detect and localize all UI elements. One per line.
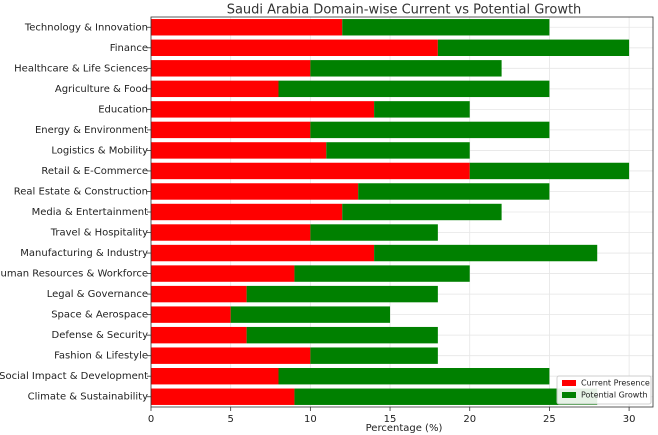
bar	[437, 39, 630, 56]
bar	[326, 142, 470, 159]
y-tick-label: Real Estate & Construction	[14, 186, 148, 197]
bar	[310, 121, 550, 139]
y-tick-label: Space & Aerospace	[51, 310, 148, 321]
bar	[151, 265, 295, 282]
bar	[151, 39, 438, 56]
bar	[151, 244, 375, 262]
bar	[310, 347, 438, 364]
x-tick-label: 10	[304, 414, 317, 425]
bar	[151, 19, 343, 36]
y-tick-label: Legal & Governance	[47, 289, 148, 300]
bar	[246, 285, 438, 303]
bar	[342, 19, 550, 36]
bar	[151, 101, 375, 118]
y-tick-label: Healthcare & Life Sciences	[14, 63, 148, 74]
x-tick-label: 30	[623, 414, 636, 425]
bar	[151, 162, 470, 180]
y-tick-label: Human Resources & Workforce	[0, 269, 148, 280]
y-tick-label: Energy & Environment	[35, 125, 148, 136]
bar	[151, 285, 247, 303]
bar	[151, 388, 295, 405]
y-tick-label: Agriculture & Food	[55, 84, 148, 95]
legend-swatch	[562, 380, 576, 386]
legend-box	[556, 375, 652, 405]
bar	[151, 347, 311, 364]
x-tick-label: 20	[463, 414, 476, 425]
y-tick-label: Defense & Security	[52, 330, 149, 341]
bar	[230, 306, 391, 323]
bar	[246, 326, 438, 344]
bar	[151, 203, 343, 221]
y-tick-label: Media & Entertainment	[32, 207, 148, 218]
y-tick-label: Retail & E-Commerce	[41, 166, 148, 177]
y-tick-label: Travel & Hospitality	[50, 228, 148, 239]
bar	[278, 368, 550, 385]
bar	[151, 121, 311, 139]
bar	[278, 80, 550, 98]
bar	[374, 101, 470, 118]
legend-label: Current Presence	[581, 379, 650, 388]
y-tick-label: Technology & Innovation	[24, 22, 148, 33]
y-tick-label: Logistics & Mobility	[51, 145, 148, 156]
legend-swatch	[562, 392, 576, 398]
bar	[151, 183, 359, 200]
chart-title: Saudi Arabia Domain-wise Current vs Pote…	[227, 3, 582, 18]
bar	[151, 60, 311, 77]
bar	[310, 224, 438, 241]
x-axis-label: Percentage (%)	[366, 423, 443, 434]
plot-frame	[150, 16, 654, 408]
bar	[294, 265, 470, 282]
x-tick-label: 15	[384, 414, 397, 425]
bar	[151, 224, 311, 241]
bar	[374, 244, 598, 262]
y-tick-label: Social Impact & Development	[0, 371, 148, 382]
y-tick-label: Education	[98, 104, 148, 115]
x-tick-label: 5	[227, 414, 233, 425]
bar	[151, 142, 327, 159]
y-tick-label: Climate & Sustainability	[28, 392, 148, 403]
y-tick-label: Manufacturing & Industry	[20, 248, 148, 259]
bar	[151, 368, 279, 385]
y-tick-label: Finance	[110, 43, 148, 54]
y-tick-label: Fashion & Lifestyle	[54, 351, 148, 362]
bar	[151, 80, 279, 98]
bar	[469, 162, 630, 180]
x-tick-label: 25	[543, 414, 556, 425]
bar	[151, 306, 231, 323]
bar	[294, 388, 598, 405]
x-tick-label: 0	[148, 414, 154, 425]
bar	[358, 183, 550, 200]
bar	[342, 203, 502, 221]
legend-label: Potential Growth	[581, 391, 648, 400]
bar	[151, 326, 247, 344]
bar	[310, 60, 502, 77]
